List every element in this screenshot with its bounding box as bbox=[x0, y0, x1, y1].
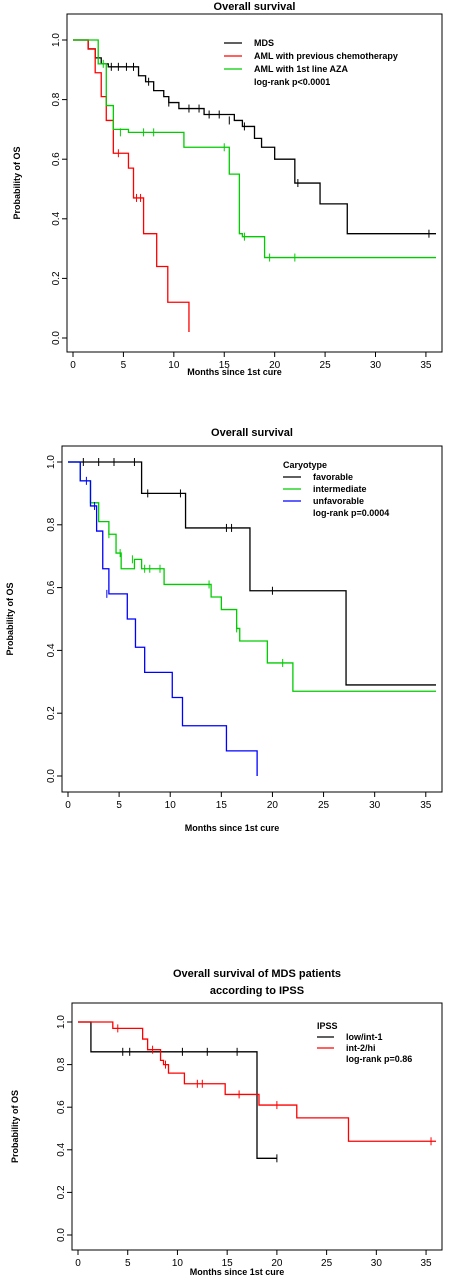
y-tick-label: 1.0 bbox=[46, 455, 57, 469]
x-tick-label: 5 bbox=[121, 360, 127, 371]
x-tick-label: 25 bbox=[320, 360, 332, 371]
x-tick-label: 20 bbox=[271, 1258, 283, 1269]
x-tick-label: 25 bbox=[318, 800, 330, 811]
chart-1: Overall survival 0 5 10 15 20 25 30 35 0.0 0.2 0.4 0… bbox=[12, 1, 443, 377]
logrank-note: log-rank p<0.0001 bbox=[254, 77, 330, 87]
plot-frame bbox=[61, 445, 443, 793]
legend-entry: AML with previous chemotherapy bbox=[254, 51, 398, 61]
x-tick-label: 25 bbox=[321, 1258, 333, 1269]
y-tick-label: 0.8 bbox=[46, 517, 57, 531]
y-tick-label: 0.0 bbox=[56, 1228, 67, 1242]
y-tick-label: 0.4 bbox=[46, 643, 57, 657]
x-tick-label: 0 bbox=[75, 1258, 81, 1269]
x-tick-label: 10 bbox=[172, 1258, 184, 1269]
logrank-note: log-rank p=0.0004 bbox=[313, 508, 389, 518]
series-line bbox=[78, 1021, 436, 1142]
series-line bbox=[78, 1021, 277, 1159]
x-axis-label: Months since 1st cure bbox=[190, 1267, 285, 1277]
x-tick-label: 35 bbox=[420, 800, 432, 811]
y-tick-label: 1.0 bbox=[51, 33, 62, 47]
series-aml-with-previous-chemotherapy bbox=[73, 39, 190, 333]
x-tick-label: 0 bbox=[65, 800, 71, 811]
x-tick-label: 30 bbox=[371, 1258, 383, 1269]
legend-entry: intermediate bbox=[313, 484, 367, 494]
series-int-2-hi bbox=[78, 1021, 436, 1146]
y-axis-label: Probability of OS bbox=[10, 1090, 20, 1163]
y-tick-label: 0.2 bbox=[51, 271, 62, 285]
legend-entry: low/int-1 bbox=[346, 1032, 383, 1042]
y-tick-label: 0.0 bbox=[51, 331, 62, 345]
series-aml-with-1st-line-aza bbox=[73, 39, 436, 262]
legend-entry: MDS bbox=[254, 38, 274, 48]
y-tick-label: 0.2 bbox=[46, 706, 57, 720]
legend-entry: AML with 1st line AZA bbox=[254, 64, 349, 74]
series-unfavorable bbox=[68, 461, 258, 776]
chart-title: Overall survival bbox=[214, 1, 296, 13]
logrank-note: log-rank p=0.86 bbox=[346, 1054, 412, 1064]
x-tick-label: 15 bbox=[222, 1258, 234, 1269]
y-tick-label: 0.8 bbox=[51, 92, 62, 106]
y-tick-label: 0.4 bbox=[51, 211, 62, 225]
chart-title: Overall survival bbox=[211, 427, 293, 439]
series-line bbox=[73, 39, 436, 259]
legend-entry: int-2/hi bbox=[346, 1043, 376, 1053]
series-line bbox=[68, 461, 436, 692]
chart-title: according to IPSS bbox=[210, 985, 304, 997]
legend-entry: unfavorable bbox=[313, 496, 364, 506]
x-tick-label: 5 bbox=[116, 800, 122, 811]
x-tick-label: 15 bbox=[216, 800, 228, 811]
x-tick-label: 30 bbox=[370, 360, 382, 371]
x-tick-label: 35 bbox=[420, 1258, 432, 1269]
y-tick-label: 0.6 bbox=[51, 152, 62, 166]
legend-entry: favorable bbox=[313, 472, 353, 482]
chart-3: Overall survival of MDS patients accordin… bbox=[10, 968, 443, 1277]
plot-frame bbox=[71, 1002, 443, 1251]
x-tick-label: 20 bbox=[267, 800, 279, 811]
y-tick-label: 1.0 bbox=[56, 1015, 67, 1029]
x-tick-label: 15 bbox=[219, 360, 231, 371]
x-tick-label: 5 bbox=[125, 1258, 131, 1269]
y-tick-label: 0.6 bbox=[46, 580, 57, 594]
x-tick-label: 35 bbox=[420, 360, 432, 371]
x-tick-label: 0 bbox=[70, 360, 76, 371]
legend: Caryotype favorable intermediate unfavorabl… bbox=[283, 460, 389, 518]
legend-title: Caryotype bbox=[283, 460, 327, 470]
series-line bbox=[68, 461, 436, 686]
y-tick-label: 0.4 bbox=[56, 1142, 67, 1156]
series-line bbox=[68, 461, 258, 776]
x-axis-label: Months since 1st cure bbox=[185, 823, 280, 833]
chart-title: Overall survival of MDS patients bbox=[173, 968, 341, 980]
series-low-int-1 bbox=[78, 1021, 278, 1163]
y-tick-label: 0.2 bbox=[56, 1185, 67, 1199]
y-axis-label: Probability of OS bbox=[5, 582, 15, 655]
x-tick-label: 30 bbox=[369, 800, 381, 811]
legend: MDS AML with previous chemotherapy AML wit… bbox=[224, 38, 398, 87]
y-axis-label: Probability of OS bbox=[12, 146, 22, 219]
x-tick-label: 20 bbox=[269, 360, 281, 371]
x-tick-label: 10 bbox=[165, 800, 177, 811]
plot-frame bbox=[66, 13, 443, 353]
x-tick-label: 10 bbox=[168, 360, 180, 371]
series-line bbox=[73, 39, 190, 333]
y-tick-label: 0.0 bbox=[46, 769, 57, 783]
y-tick-label: 0.6 bbox=[56, 1100, 67, 1114]
series-favorable bbox=[68, 458, 436, 686]
x-axis-label: Months since 1st cure bbox=[187, 367, 282, 377]
series-intermediate bbox=[68, 461, 436, 692]
chart-2: Overall survival 0 5 10 15 20 25 30 35 0.0 0.2 0.4 0… bbox=[5, 427, 443, 833]
legend-title: IPSS bbox=[317, 1021, 338, 1031]
y-tick-label: 0.8 bbox=[56, 1057, 67, 1071]
